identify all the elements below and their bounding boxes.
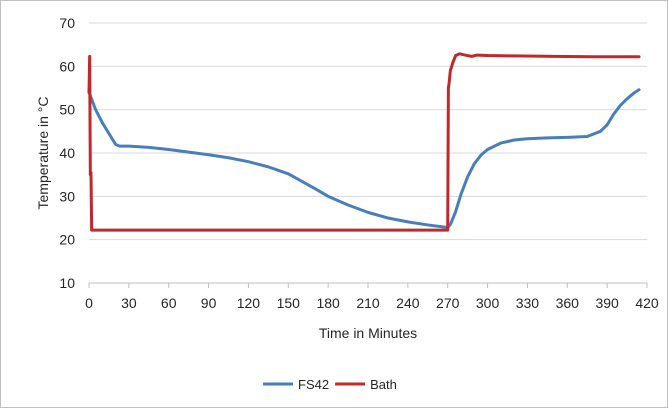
x-tick-label-390: 390 <box>595 295 619 311</box>
x-tick-label-210: 210 <box>356 295 380 311</box>
x-tick-label-150: 150 <box>277 295 301 311</box>
x-tick-label-300: 300 <box>476 295 500 311</box>
gridlines <box>89 22 647 241</box>
y-tick-label-10: 10 <box>59 275 75 291</box>
y-tick-label-20: 20 <box>59 232 75 248</box>
legend-label-bath: Bath <box>370 377 397 392</box>
x-tick-label-360: 360 <box>556 295 580 311</box>
axes <box>88 282 648 288</box>
y-tick-label-60: 60 <box>59 58 75 74</box>
series-line-bath <box>87 52 641 232</box>
y-tick-label-40: 40 <box>59 145 75 161</box>
series-line-fs42 <box>87 88 641 230</box>
tick-labels: 10 20 30 40 50 60 70 0 30 60 90 120 150 180 210 240 270 3… <box>59 15 658 311</box>
x-tick-label-60: 60 <box>161 295 177 311</box>
x-tick-label-90: 90 <box>201 295 217 311</box>
x-tick-label-270: 270 <box>436 295 460 311</box>
x-tick-label-180: 180 <box>316 295 340 311</box>
x-tick-label-0: 0 <box>85 295 93 311</box>
y-tick-label-70: 70 <box>59 15 75 31</box>
x-tick-label-420: 420 <box>635 295 659 311</box>
x-tick-label-330: 330 <box>516 295 540 311</box>
legend-label-fs42: FS42 <box>298 377 329 392</box>
x-axis-title: Time in Minutes <box>319 325 417 341</box>
x-tick-label-30: 30 <box>121 295 137 311</box>
legend: FS42 Bath <box>263 377 397 392</box>
x-tick-label-120: 120 <box>237 295 261 311</box>
series-lines <box>87 52 641 232</box>
y-tick-label-30: 30 <box>59 188 75 204</box>
x-tick-label-240: 240 <box>396 295 420 311</box>
y-axis-title: Temperature in °C <box>35 97 51 210</box>
y-tick-label-50: 50 <box>59 102 75 118</box>
